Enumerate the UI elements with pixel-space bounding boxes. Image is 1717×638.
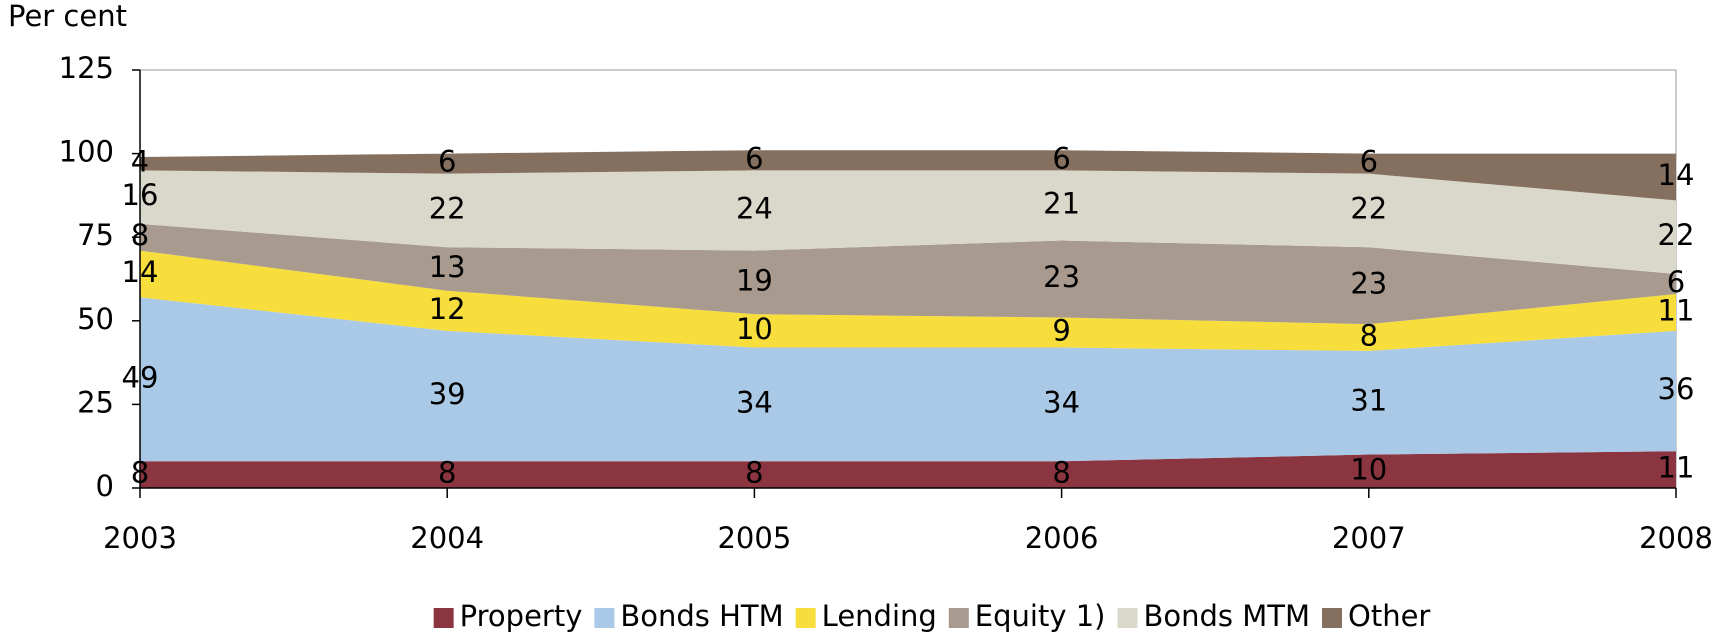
data-label: 34 (736, 385, 773, 419)
legend-swatch (1117, 608, 1138, 628)
legend-label: Lending (822, 599, 937, 633)
data-label: 8 (1052, 456, 1070, 490)
data-label: 8 (438, 456, 456, 490)
data-label: 39 (429, 377, 466, 411)
data-label: 19 (736, 263, 773, 297)
data-label: 21 (1043, 186, 1080, 220)
x-tick-label: 2006 (1025, 521, 1099, 555)
area (140, 170, 1676, 274)
data-label: 34 (1043, 385, 1080, 419)
x-tick-label: 2007 (1332, 521, 1406, 555)
x-tick-label: 2005 (717, 521, 791, 555)
data-label: 8 (745, 456, 763, 490)
data-label: 13 (429, 250, 466, 284)
data-label: 11 (1658, 293, 1695, 327)
legend-label: Other (1348, 599, 1430, 633)
data-label: 6 (438, 145, 456, 179)
legend-item: Bonds HTM (594, 599, 784, 633)
data-label: 6 (1360, 145, 1378, 179)
data-label: 23 (1350, 267, 1387, 301)
y-axis-label: Per cent (8, 0, 127, 33)
y-tick-label: 50 (77, 302, 114, 336)
legend-item: Other (1322, 599, 1430, 633)
data-label: 12 (429, 292, 466, 326)
y-tick-label: 75 (77, 218, 114, 252)
data-label: 24 (736, 191, 773, 225)
y-tick-label: 0 (96, 469, 114, 503)
legend-item: Equity 1) (948, 599, 1106, 633)
legend-label: Bonds HTM (620, 599, 783, 633)
legend-swatch (1322, 608, 1342, 628)
data-label: 6 (1052, 141, 1070, 175)
y-tick-label: 125 (59, 51, 114, 85)
legend-label: Bonds MTM (1143, 599, 1310, 633)
data-label: 22 (429, 191, 466, 225)
data-label: 6 (745, 141, 763, 175)
area (140, 297, 1676, 462)
data-label: 22 (1658, 218, 1695, 252)
area (140, 250, 1676, 351)
legend-label: Equity 1) (975, 599, 1106, 633)
data-label: 14 (1658, 158, 1695, 192)
data-label: 9 (1052, 314, 1070, 348)
x-tick-label: 2003 (103, 521, 177, 555)
y-tick-label: 25 (77, 385, 114, 419)
legend-label: Property (460, 599, 583, 633)
legend-swatch (594, 608, 615, 628)
data-label: 6 (1667, 265, 1685, 299)
data-label: 36 (1658, 372, 1695, 406)
data-label: 22 (1350, 191, 1387, 225)
area (140, 223, 1676, 325)
legend-item: Lending (795, 599, 937, 633)
legend-swatch (795, 608, 816, 628)
data-label: 11 (1658, 451, 1695, 485)
data-label: 8 (1360, 319, 1378, 353)
y-tick-label: 100 (59, 135, 114, 169)
area (140, 150, 1676, 201)
data-label: 10 (736, 312, 773, 346)
legend-swatch (433, 608, 454, 628)
legend-swatch (948, 608, 969, 628)
data-label: 23 (1043, 260, 1080, 294)
x-tick-label: 2008 (1639, 521, 1713, 555)
data-label: 31 (1350, 384, 1387, 418)
legend-item: Bonds MTM (1117, 599, 1310, 633)
legend-item: Property (433, 599, 583, 633)
area (140, 451, 1676, 488)
data-label: 10 (1350, 452, 1387, 486)
x-tick-label: 2004 (410, 521, 484, 555)
